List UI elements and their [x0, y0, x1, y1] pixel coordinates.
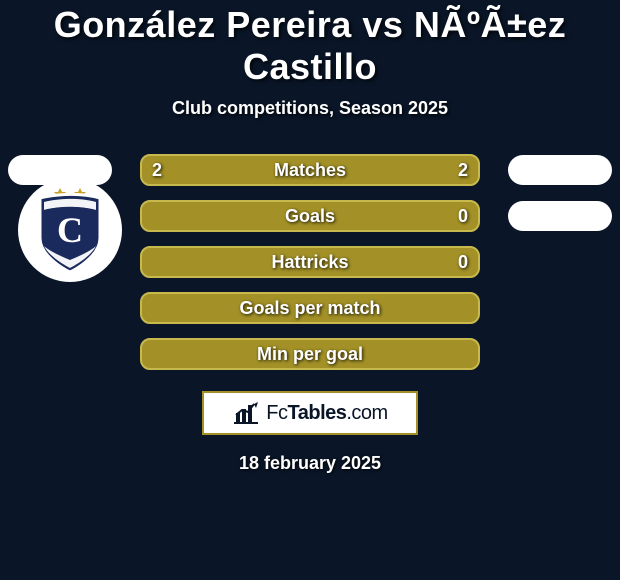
stat-label: Matches [274, 160, 346, 181]
brand-badge[interactable]: FcTables.com [202, 391, 418, 435]
stat-label: Goals [285, 206, 335, 227]
brand-text: FcTables.com [266, 402, 387, 425]
player-right-pill [508, 201, 612, 231]
club-crest-left: C [18, 178, 122, 282]
crest-shield-icon: C [30, 186, 110, 274]
stat-value-right: 0 [458, 252, 468, 273]
stat-row: Goals per match [0, 285, 620, 331]
stat-bar: Matches 2 2 [140, 154, 480, 186]
crest-circle: C [18, 178, 122, 282]
brand-text-suffix: .com [346, 402, 387, 424]
page-title: González Pereira vs NÃºÃ±ez Castillo [0, 0, 620, 88]
svg-text:C: C [57, 210, 83, 250]
bar-chart-icon [232, 401, 260, 425]
stat-label: Min per goal [257, 344, 363, 365]
brand-text-bold: Tables [288, 402, 347, 424]
stat-value-right: 2 [458, 160, 468, 181]
stat-bar: Goals 0 [140, 200, 480, 232]
stat-bar: Goals per match [140, 292, 480, 324]
stat-bar: Hattricks 0 [140, 246, 480, 278]
stat-bar: Min per goal [140, 338, 480, 370]
stat-label: Hattricks [271, 252, 348, 273]
player-right-pill [508, 155, 612, 185]
stat-value-left: 2 [152, 160, 162, 181]
date-line: 18 february 2025 [0, 453, 620, 474]
page-subtitle: Club competitions, Season 2025 [0, 98, 620, 119]
brand-text-plain: Fc [266, 402, 287, 424]
stat-row: Min per goal [0, 331, 620, 377]
comparison-card: González Pereira vs NÃºÃ±ez Castillo Clu… [0, 0, 620, 580]
stat-label: Goals per match [239, 298, 380, 319]
stat-value-right: 0 [458, 206, 468, 227]
